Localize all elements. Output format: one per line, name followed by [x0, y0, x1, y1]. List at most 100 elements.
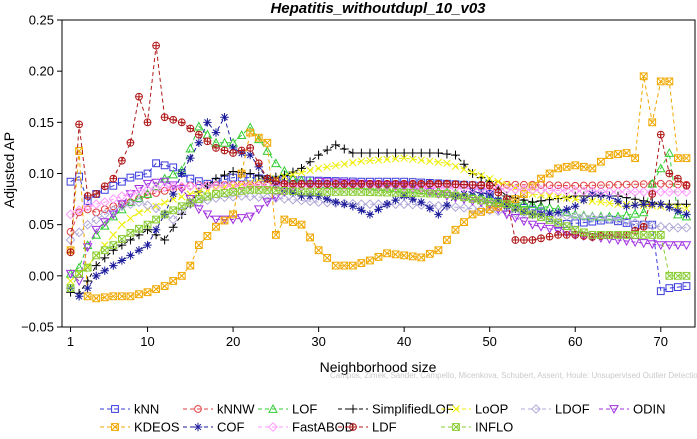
- data-point: [219, 137, 230, 147]
- data-point: [142, 200, 153, 211]
- data-point: [271, 186, 280, 195]
- data-point: [562, 231, 571, 239]
- y-tick-label: 0.25: [29, 13, 54, 28]
- y-tick-label: 0.15: [29, 115, 54, 130]
- data-point: [99, 220, 110, 230]
- data-point: [66, 284, 75, 293]
- data-point: [511, 236, 520, 244]
- data-point: [597, 181, 605, 190]
- data-point: [536, 222, 546, 232]
- data-point: [108, 245, 118, 255]
- data-point: [91, 229, 102, 239]
- data-point: [639, 231, 648, 239]
- data-point: [672, 187, 683, 197]
- data-point: [194, 121, 204, 131]
- data-point: [638, 207, 649, 217]
- data-point: [289, 179, 297, 188]
- data-point: [305, 180, 315, 191]
- data-point: [168, 181, 179, 192]
- data-point: [553, 185, 564, 196]
- data-point: [597, 231, 605, 239]
- data-point: [374, 179, 383, 188]
- y-tick-label: 0.00: [29, 268, 54, 283]
- data-point: [100, 182, 109, 191]
- data-point: [83, 276, 93, 286]
- data-point: [194, 138, 204, 147]
- data-point: [536, 185, 546, 195]
- data-point: [134, 246, 144, 255]
- data-point: [348, 188, 357, 196]
- data-point: [116, 191, 127, 201]
- data-point: [365, 181, 375, 191]
- data-point: [468, 210, 477, 219]
- data-point: [160, 235, 170, 245]
- data-point: [254, 185, 263, 194]
- data-point: [236, 130, 247, 140]
- data-point: [271, 231, 280, 239]
- data-point: [219, 215, 230, 225]
- data-point: [622, 193, 631, 203]
- data-point: [622, 231, 631, 239]
- data-point: [280, 184, 289, 194]
- data-point: [562, 194, 571, 202]
- legend-marker: [268, 422, 278, 432]
- data-point: [604, 186, 615, 197]
- data-point: [681, 222, 692, 233]
- data-point: [160, 161, 169, 170]
- watermark: Campos, Zimek, Sander, Campello, Micenko…: [330, 371, 697, 380]
- data-point: [648, 200, 657, 209]
- data-point: [296, 180, 307, 191]
- data-point: [510, 184, 521, 195]
- data-point: [443, 179, 451, 188]
- data-point: [322, 194, 332, 204]
- data-point: [305, 196, 315, 207]
- data-point: [254, 133, 263, 142]
- data-point: [673, 283, 682, 291]
- data-point: [66, 177, 75, 186]
- data-point: [484, 205, 495, 216]
- data-point: [545, 181, 554, 190]
- data-point: [664, 222, 675, 233]
- data-point: [562, 162, 571, 171]
- data-point: [356, 148, 366, 158]
- legend-marker: [194, 405, 202, 413]
- legend-label: COF: [217, 420, 245, 435]
- data-point: [297, 179, 306, 188]
- data-point: [177, 118, 186, 127]
- legend-item: FastABOD: [258, 420, 354, 435]
- data-point: [254, 171, 264, 181]
- data-point: [519, 184, 529, 195]
- data-point: [142, 188, 153, 198]
- data-point: [160, 210, 169, 219]
- data-point: [399, 148, 409, 158]
- data-point: [117, 256, 127, 265]
- data-point: [211, 128, 221, 137]
- data-point: [434, 210, 443, 219]
- data-point: [664, 241, 675, 251]
- data-point: [297, 168, 306, 177]
- data-point: [203, 118, 212, 127]
- data-point: [288, 180, 298, 191]
- data-point: [340, 188, 349, 196]
- data-point: [391, 250, 400, 259]
- data-point: [220, 146, 229, 155]
- data-point: [143, 169, 152, 178]
- data-point: [621, 210, 632, 220]
- legend-label: kNN: [134, 402, 159, 417]
- data-point: [520, 207, 528, 215]
- legend-item: ODIN: [599, 402, 666, 417]
- data-point: [639, 222, 648, 231]
- data-point: [212, 222, 220, 231]
- data-point: [485, 189, 494, 199]
- data-point: [391, 155, 400, 163]
- data-point: [605, 199, 614, 207]
- data-point: [117, 156, 126, 165]
- legend: kNN kNNW LOF SimplifiedLOF LoOP LDOF ODIN KDEOS…: [100, 402, 666, 435]
- data-point: [374, 205, 383, 214]
- data-point: [152, 215, 160, 224]
- data-point: [126, 138, 135, 147]
- data-point: [126, 228, 135, 237]
- legend-marker: [531, 404, 541, 414]
- data-point: [194, 177, 203, 186]
